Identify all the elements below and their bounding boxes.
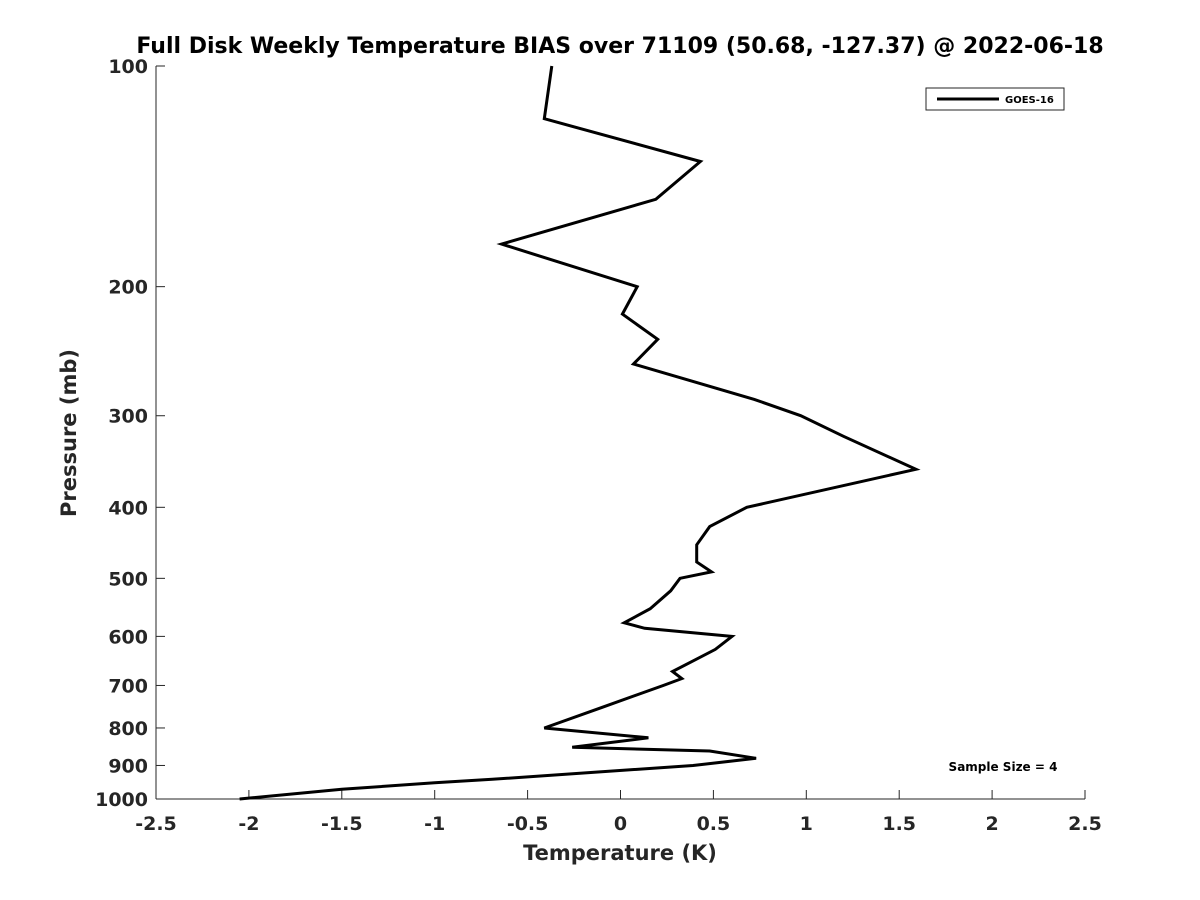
y-tick-label: 500 bbox=[108, 568, 148, 590]
y-tick-label: 600 bbox=[108, 626, 148, 648]
x-tick-label: 1 bbox=[800, 813, 813, 835]
x-tick-label: -2.5 bbox=[135, 813, 177, 835]
x-tick-label: -0.5 bbox=[507, 813, 549, 835]
y-tick-label: 300 bbox=[108, 406, 148, 428]
y-axis-ticks: 100 200 300 400 500 600 700 800 900 1000 bbox=[95, 56, 165, 811]
legend-label-goes-16: GOES-16 bbox=[1005, 95, 1054, 106]
x-tick-label: 0.5 bbox=[697, 813, 731, 835]
plot-frame bbox=[156, 66, 1085, 799]
series-layer bbox=[239, 65, 921, 801]
x-tick-label: 1.5 bbox=[882, 813, 916, 835]
y-tick-label: 100 bbox=[108, 56, 148, 78]
x-tick-label: 0 bbox=[614, 813, 627, 835]
y-tick-label: 900 bbox=[108, 755, 148, 777]
y-tick-label: 800 bbox=[108, 718, 148, 740]
y-tick-label: 1000 bbox=[95, 789, 148, 811]
chart-title: Full Disk Weekly Temperature BIAS over 7… bbox=[136, 34, 1103, 59]
x-tick-label: -2 bbox=[238, 813, 259, 835]
series-line-goes-16 bbox=[239, 65, 921, 801]
y-tick-label: 400 bbox=[108, 497, 148, 519]
plot-area: -2.5 -2 -1.5 -1 -0.5 0 0.5 1 1.5 2 2.5 100 200 300 40… bbox=[95, 56, 1102, 835]
legend: GOES-16 bbox=[925, 87, 1065, 111]
x-axis-label: Temperature (K) bbox=[523, 841, 717, 865]
x-tick-label: -1 bbox=[424, 813, 445, 835]
y-tick-label: 700 bbox=[108, 675, 148, 697]
x-tick-label: -1.5 bbox=[321, 813, 363, 835]
x-axis-ticks: -2.5 -2 -1.5 -1 -0.5 0 0.5 1 1.5 2 2.5 bbox=[135, 790, 1102, 835]
sample-size-annotation: Sample Size = 4 bbox=[949, 760, 1058, 774]
x-tick-label: 2.5 bbox=[1068, 813, 1102, 835]
y-axis-label: Pressure (mb) bbox=[57, 349, 81, 517]
y-tick-label: 200 bbox=[108, 277, 148, 299]
x-tick-label: 2 bbox=[985, 813, 998, 835]
